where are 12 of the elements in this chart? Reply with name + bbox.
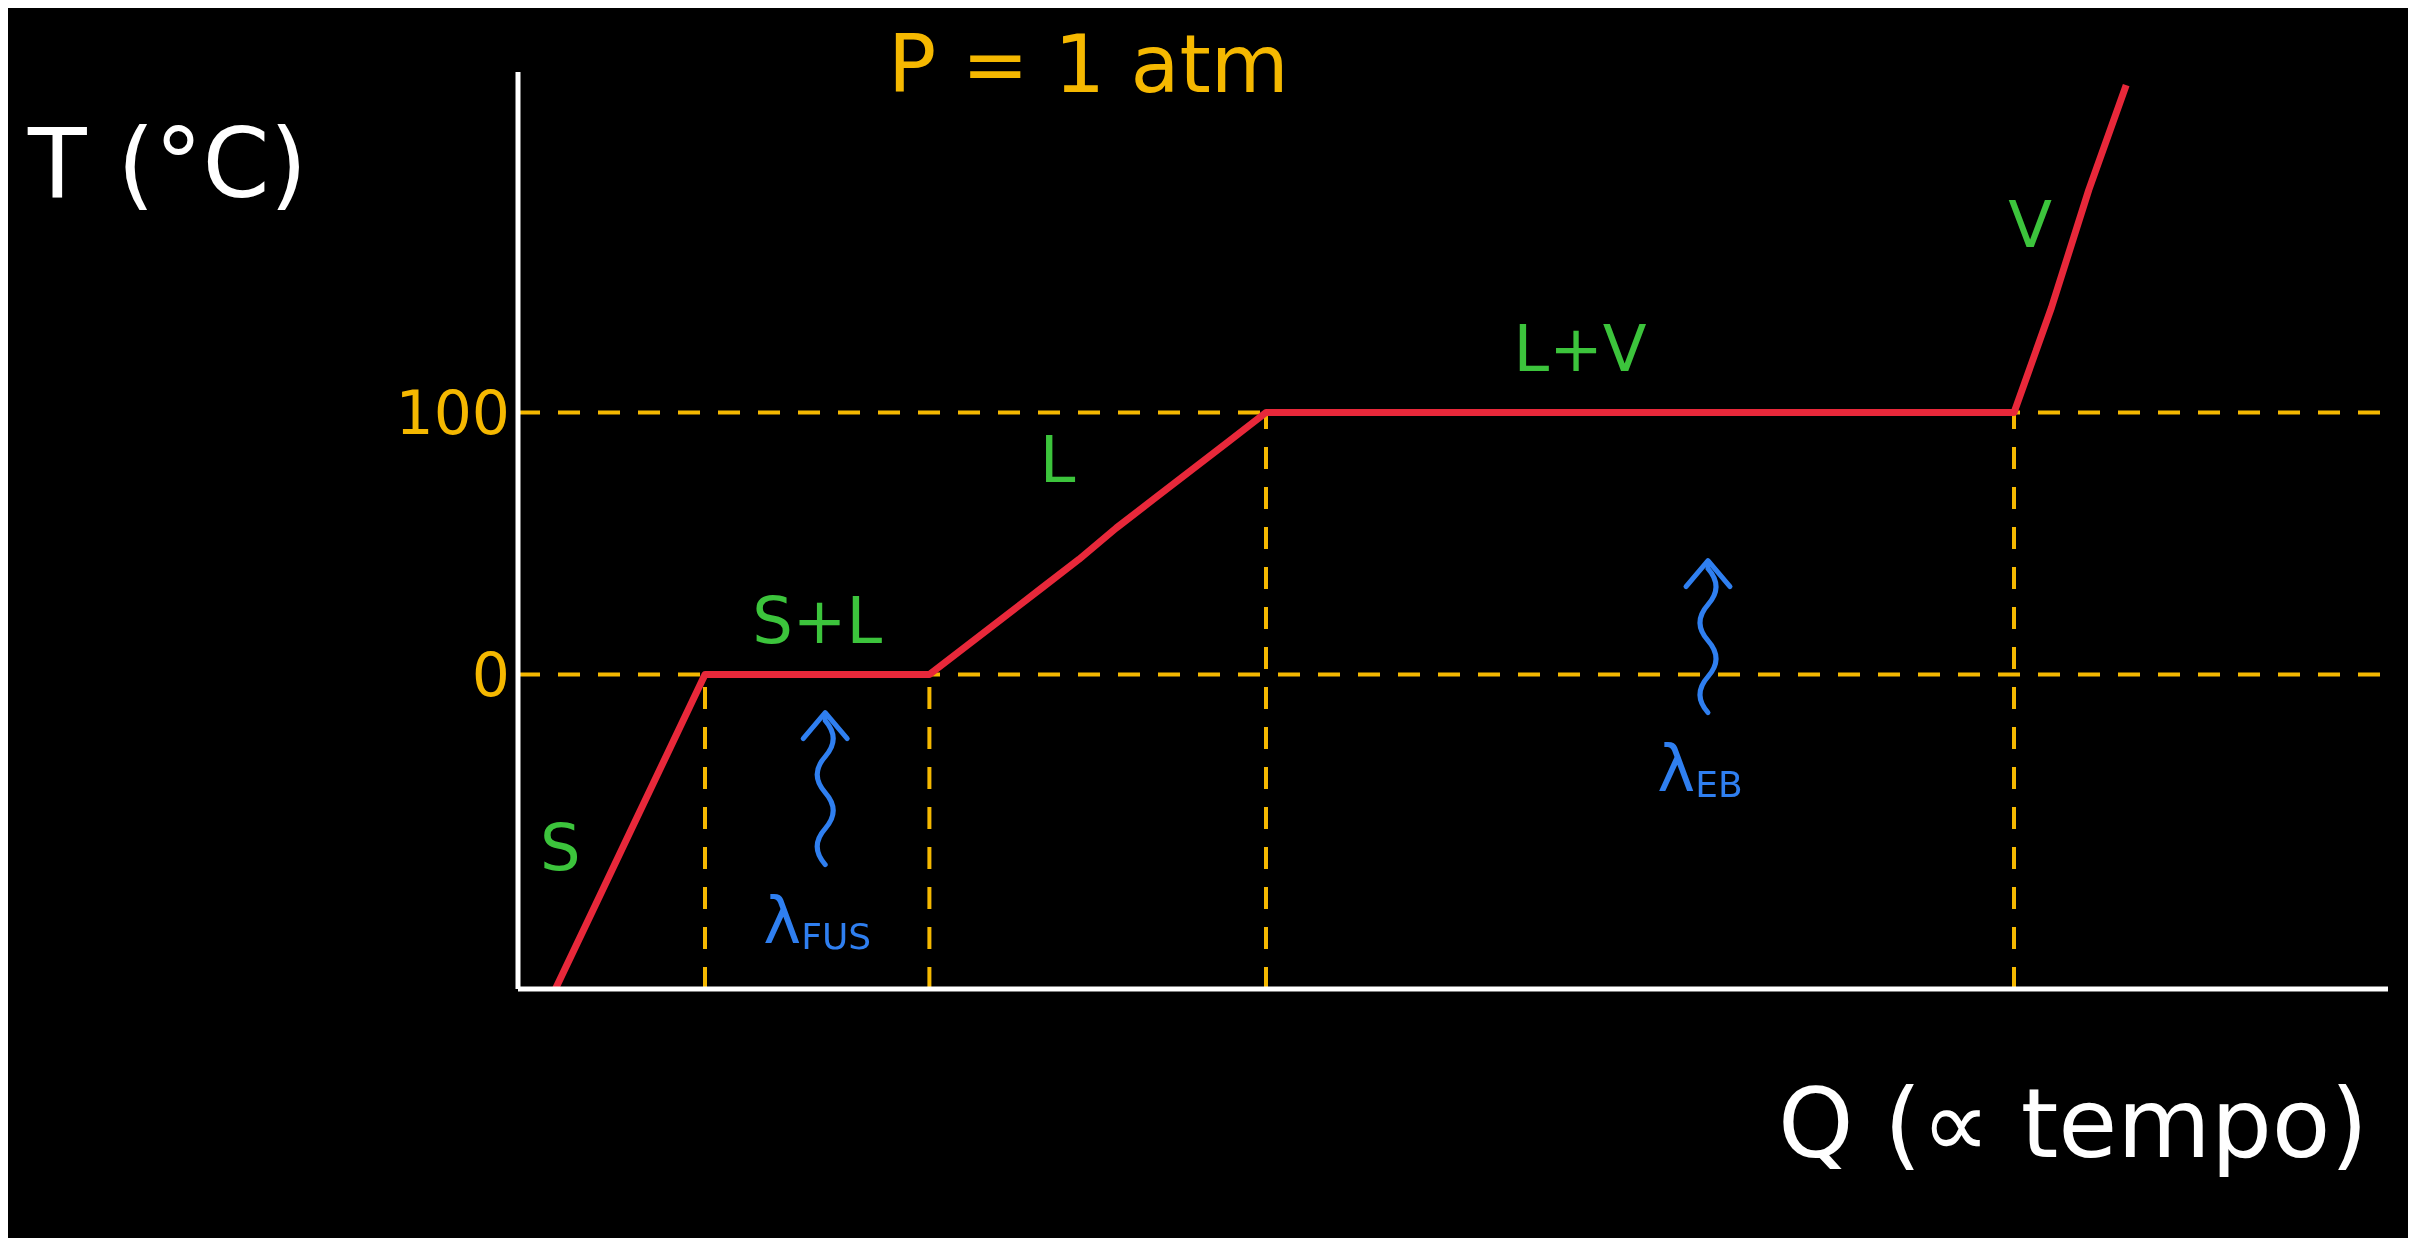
y-tick-label: 0 bbox=[471, 639, 510, 710]
annotation: S+L bbox=[752, 583, 883, 658]
annotation: L bbox=[1039, 422, 1076, 497]
annotation: S bbox=[539, 810, 581, 885]
annotation: λ$_{EB}$ bbox=[1657, 731, 1743, 806]
annotation: V bbox=[2008, 187, 2053, 262]
annotation: λ$_{FUS}$ bbox=[763, 883, 872, 958]
annotation: L+V bbox=[1513, 311, 1647, 386]
x-axis-title: Q (∝ tempo) bbox=[1778, 1068, 2368, 1180]
chart-title: P = 1 atm bbox=[888, 18, 1289, 111]
y-axis-title: T (°C) bbox=[28, 108, 308, 220]
y-tick-label: 100 bbox=[395, 377, 510, 448]
